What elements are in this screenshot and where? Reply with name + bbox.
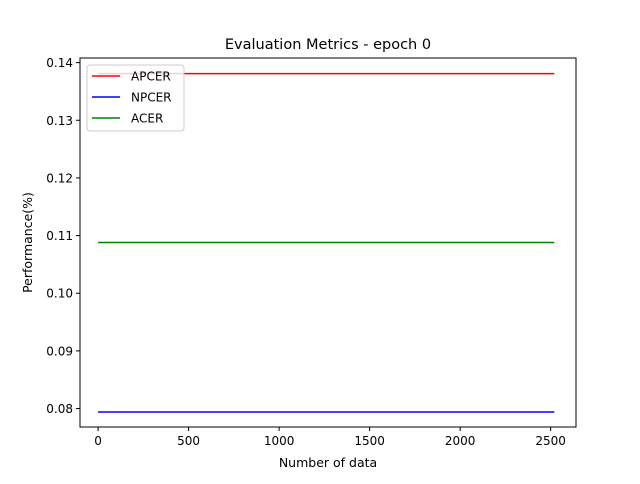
y-tick-label: 0.11 xyxy=(46,229,73,243)
y-tick-label: 0.08 xyxy=(46,402,73,416)
legend-label-npcer: NPCER xyxy=(131,91,172,105)
legend-box xyxy=(86,64,185,132)
legend-label-apcer: APCER xyxy=(131,70,171,84)
x-tick-label: 2000 xyxy=(445,434,476,448)
legend-label-acer: ACER xyxy=(131,112,163,126)
x-tick-label: 2500 xyxy=(535,434,566,448)
x-tick-label: 0 xyxy=(94,434,102,448)
y-tick-label: 0.10 xyxy=(46,287,73,301)
y-tick-label: 0.13 xyxy=(46,114,73,128)
y-axis-ticks: 0.08 0.09 0.10 0.11 0.12 0.13 0.14 xyxy=(46,56,80,416)
x-axis-ticks: 0 500 1000 1500 2000 2500 xyxy=(94,427,566,448)
x-axis-label: Number of data xyxy=(279,455,377,470)
y-axis-label: Performance(%) xyxy=(20,192,35,293)
x-tick-label: 1000 xyxy=(264,434,295,448)
chart-title: Evaluation Metrics - epoch 0 xyxy=(225,37,431,53)
x-tick-label: 1500 xyxy=(354,434,385,448)
legend: APCER NPCER ACER xyxy=(86,64,185,132)
plot-frame xyxy=(79,57,577,428)
y-tick-label: 0.09 xyxy=(46,344,73,358)
y-tick-label: 0.12 xyxy=(46,171,73,185)
y-tick-label: 0.14 xyxy=(46,56,73,70)
x-tick-label: 500 xyxy=(177,434,200,448)
